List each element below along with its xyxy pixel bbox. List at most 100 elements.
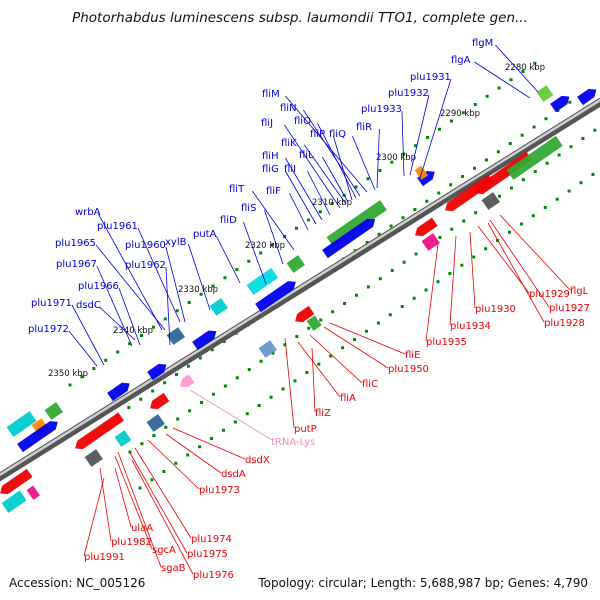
forward-gene-leader	[285, 170, 317, 225]
tick-dot-lower	[472, 255, 476, 259]
tick-dot-upper	[294, 226, 298, 230]
tick-dot-inner-lower	[247, 367, 251, 371]
reverse-gene-leader	[284, 337, 295, 429]
tick-dot-inner-lower	[450, 227, 454, 231]
tick-dot-lower	[233, 420, 237, 424]
tick-dot-upper	[461, 111, 465, 115]
forward-gene-leader	[216, 235, 241, 284]
reverse-gene-label: fliC	[362, 379, 378, 390]
forward-gene-leader	[252, 190, 295, 251]
tick-dot-inner-upper	[437, 191, 441, 195]
reverse-gene-leader	[309, 334, 363, 384]
tick-dot-upper	[402, 152, 406, 156]
tick-dot-inner-lower	[343, 301, 347, 305]
tick-dot-upper	[509, 78, 513, 82]
scale-label: 2300 kbp	[376, 153, 416, 163]
topology-label: Topology: circular; Length: 5,688,987 bp…	[258, 576, 588, 590]
scale-label: 2330 kbp	[178, 285, 218, 295]
forward-gene-leader	[333, 135, 353, 201]
tick-dot-upper	[533, 61, 537, 65]
genome-backbone	[0, 97, 600, 482]
forward-gene-leader	[376, 128, 380, 189]
gene-block	[166, 327, 185, 345]
forward-gene-label: plu1932	[388, 88, 429, 99]
tick-dot-inner-upper	[568, 100, 572, 104]
tick-dot-inner-upper	[139, 397, 143, 401]
reverse-gene-leader	[114, 467, 132, 528]
tick-dot-inner-lower	[390, 268, 394, 272]
tick-dot-lower	[317, 362, 321, 366]
reverse-gene-label: plu1991	[84, 552, 125, 563]
forward-gene-label: plu1967	[56, 259, 97, 270]
tick-dot-upper	[116, 350, 120, 354]
reverse-gene-leader	[477, 225, 530, 294]
tick-dot-lower	[245, 412, 249, 416]
forward-gene-label: fliL	[299, 150, 314, 161]
forward-gene-label: flgA	[451, 55, 471, 66]
tick-dot-inner-lower	[569, 145, 573, 149]
reverse-gene-leader	[172, 427, 246, 460]
forward-gene-label: fliM	[262, 89, 280, 100]
forward-gene-label: plu1931	[410, 72, 451, 83]
forward-gene-label: fliK	[281, 138, 297, 149]
tick-dot-inner-upper	[520, 133, 524, 137]
gene-block	[1, 490, 27, 513]
reverse-gene-label: sgcA	[152, 545, 176, 556]
forward-gene-leader	[165, 246, 186, 323]
gene-block	[84, 449, 103, 467]
tick-dot-upper	[449, 119, 453, 123]
tick-dot-upper	[414, 144, 418, 148]
forward-gene-label: fliJ	[261, 118, 273, 129]
tick-dot-upper	[199, 292, 203, 296]
tick-dot-inner-lower	[402, 260, 406, 264]
forward-gene-leader	[304, 144, 347, 205]
reverse-gene-leader	[117, 451, 162, 568]
forward-gene-label: dsdC	[76, 300, 101, 311]
forward-gene-label: plu1933	[361, 104, 402, 115]
tick-dot-inner-lower	[414, 252, 418, 256]
scale-label: 2320 kbp	[245, 241, 285, 251]
forward-gene-leader	[419, 78, 452, 179]
forward-gene-label: fliD	[220, 215, 237, 226]
tick-dot-inner-upper	[461, 174, 465, 178]
tick-dot-inner-upper	[151, 389, 155, 393]
reverse-gene-label: fliZ	[315, 408, 331, 419]
scale-label: 2280 kbp	[505, 63, 545, 73]
forward-gene-arrow	[322, 218, 376, 259]
tick-dot-upper	[485, 94, 489, 98]
tick-dot-inner-lower	[176, 417, 180, 421]
forward-gene-label: plu1962	[125, 260, 166, 271]
gene-block	[246, 267, 279, 295]
tick-dot-upper	[187, 300, 191, 304]
tick-dot-inner-upper	[365, 240, 369, 244]
tick-dot-upper	[80, 375, 84, 379]
forward-gene-leader	[289, 192, 309, 231]
tick-dot-lower	[293, 379, 297, 383]
forward-gene-label: putA	[193, 229, 217, 240]
reverse-gene-leader	[99, 467, 112, 542]
forward-gene-label: plu1961	[97, 221, 138, 232]
tick-dot-lower	[591, 172, 595, 176]
genome-backbone-highlight	[0, 98, 600, 477]
scale-label: 2350 kbp	[48, 369, 88, 379]
reverse-gene-label: plu1930	[475, 304, 516, 315]
forward-gene-label: fliI	[284, 164, 296, 175]
reverse-gene-label: dsdX	[245, 455, 270, 466]
tick-dot-lower	[531, 214, 535, 218]
reverse-gene-label: sgaB	[161, 563, 186, 574]
tick-dot-inner-upper	[544, 117, 548, 121]
forward-gene-label: fliT	[229, 184, 245, 195]
tick-dot-upper	[426, 135, 430, 139]
forward-gene-leader	[495, 44, 539, 93]
forward-gene-leader	[96, 265, 133, 347]
gene-block	[536, 85, 554, 102]
tick-dot-inner-upper	[163, 381, 167, 385]
tick-dot-inner-lower	[497, 194, 501, 198]
gene-block	[258, 340, 277, 358]
reverse-gene-leader	[499, 214, 571, 291]
reverse-gene-label: ulaA	[131, 523, 153, 534]
gene-block	[286, 255, 305, 273]
tick-dot-upper	[366, 177, 370, 181]
reverse-gene-arrow	[415, 217, 438, 237]
